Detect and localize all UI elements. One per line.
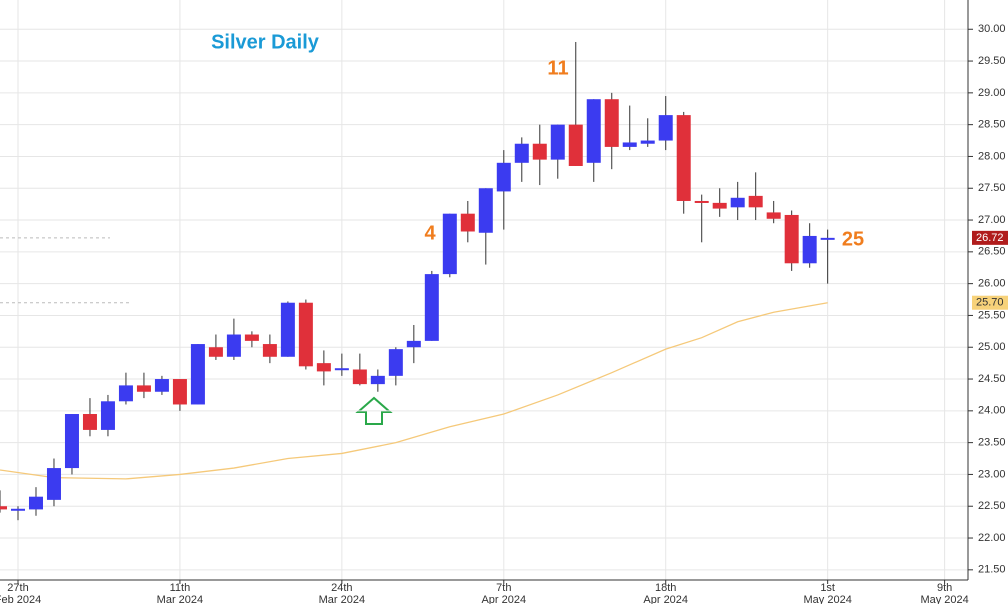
candle-body [748, 195, 763, 208]
price-tag-label: 26.72 [976, 232, 1004, 244]
candle-body [712, 202, 727, 209]
x-tick-label: 11th [170, 582, 191, 594]
y-tick-label: 22.50 [978, 500, 1006, 512]
price-tag-label: 25.70 [976, 297, 1004, 309]
x-tick-label: 1st [820, 582, 835, 594]
candle-body [424, 274, 439, 341]
candle-body [730, 197, 745, 208]
y-tick-label: 26.00 [978, 278, 1006, 290]
candle-body [514, 143, 529, 163]
moving-average [0, 302, 828, 480]
candle-body [118, 385, 133, 402]
candle-body [622, 142, 637, 147]
candle-body [676, 115, 691, 201]
candle-body [640, 140, 655, 144]
x-tick-sublabel: Feb 2024 [0, 594, 41, 604]
y-tick-label: 23.00 [978, 468, 1006, 480]
annotation: 4 [424, 222, 436, 244]
candle-body [262, 344, 277, 357]
candle-body [46, 468, 61, 500]
y-tick-label: 21.50 [978, 564, 1006, 576]
candle-body [370, 375, 385, 385]
candle-body [802, 235, 817, 264]
annotation: 25 [842, 228, 864, 250]
x-tick-label: 24th [331, 582, 352, 594]
y-tick-label: 29.50 [978, 55, 1006, 67]
y-tick-label: 28.50 [978, 119, 1006, 131]
candle-body [208, 347, 223, 357]
price-tag [972, 295, 1008, 310]
x-tick-sublabel: Apr 2024 [481, 594, 526, 604]
candle-body [586, 99, 601, 163]
candle-body [226, 334, 241, 357]
candle-body [244, 334, 259, 341]
price-tag [972, 230, 1008, 245]
x-tick-sublabel: Apr 2024 [643, 594, 688, 604]
candle-body [334, 368, 349, 371]
candle-body [388, 349, 403, 376]
candle-body [316, 363, 331, 372]
y-tick-label: 24.00 [978, 405, 1006, 417]
x-tick-label: 27th [7, 582, 28, 594]
x-tick-label: 7th [496, 582, 511, 594]
x-tick-sublabel: Mar 2024 [157, 594, 203, 604]
candle-body [154, 379, 169, 392]
y-tick-label: 25.00 [978, 341, 1006, 353]
candle-body [298, 302, 313, 367]
y-tick-label: 25.50 [978, 309, 1006, 321]
y-tick-label: 27.50 [978, 182, 1006, 194]
x-tick-sublabel: May 2024 [920, 594, 968, 604]
y-tick-label: 29.00 [978, 87, 1006, 99]
y-tick-label: 26.50 [978, 246, 1006, 258]
candle-body [442, 213, 457, 275]
candle-body [658, 115, 673, 141]
candle-body [550, 124, 565, 160]
candle-body [406, 340, 421, 348]
y-tick-label: 28.00 [978, 150, 1006, 162]
candle-body [478, 188, 493, 233]
candle-body [136, 385, 151, 392]
y-tick-label: 24.50 [978, 373, 1006, 385]
y-tick-label: 22.00 [978, 532, 1006, 544]
candle-body [64, 414, 79, 469]
chart-title: Silver Daily [211, 31, 320, 53]
candle-body [0, 506, 7, 510]
candle-body [532, 143, 547, 160]
annotation: 11 [547, 57, 568, 79]
y-tick-label: 30.00 [978, 23, 1006, 35]
candle-body [496, 162, 511, 192]
candle-body [694, 200, 709, 203]
candle-body [784, 214, 799, 264]
candle-body [100, 401, 115, 430]
y-tick-label: 27.00 [978, 214, 1006, 226]
x-tick-sublabel: Mar 2024 [319, 594, 365, 604]
y-tick-label: 23.50 [978, 437, 1006, 449]
candle-body [28, 496, 43, 510]
candle-body [82, 414, 97, 430]
candle-body [10, 508, 25, 511]
candle-body [172, 379, 187, 405]
up-arrow [355, 396, 393, 425]
candle-body [460, 213, 475, 232]
x-tick-label: 18th [655, 582, 676, 594]
candle-body [190, 344, 205, 405]
x-tick-sublabel: May 2024 [804, 594, 852, 604]
candle-body [280, 302, 295, 357]
candle-body [820, 237, 835, 240]
candle-body [352, 369, 367, 385]
candle-body [568, 124, 583, 166]
candle-body [766, 212, 781, 219]
candle-body [604, 99, 619, 147]
x-tick-label: 9th [937, 582, 952, 594]
